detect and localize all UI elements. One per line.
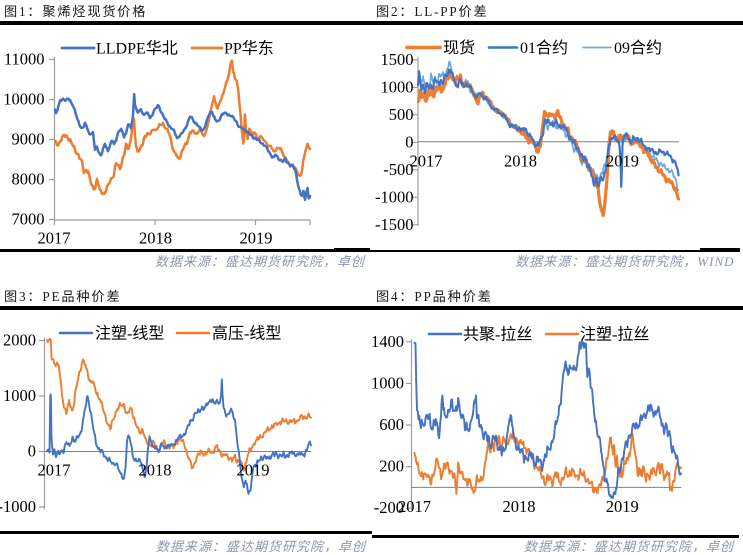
svg-text:11000: 11000 xyxy=(4,50,45,69)
svg-text:2019: 2019 xyxy=(237,461,270,480)
svg-text:7000: 7000 xyxy=(12,210,45,229)
svg-text:-1000: -1000 xyxy=(375,187,414,206)
svg-text:0: 0 xyxy=(405,132,413,151)
svg-text:600: 600 xyxy=(379,415,404,434)
svg-text:0: 0 xyxy=(28,442,36,461)
svg-text:500: 500 xyxy=(389,105,414,124)
svg-text:2017: 2017 xyxy=(38,229,71,248)
svg-text:9000: 9000 xyxy=(12,130,45,149)
svg-text:1000: 1000 xyxy=(3,386,36,405)
svg-text:1500: 1500 xyxy=(381,50,414,69)
svg-text:PP华东: PP华东 xyxy=(224,40,274,58)
svg-text:注塑-拉丝: 注塑-拉丝 xyxy=(580,326,649,344)
svg-text:2000: 2000 xyxy=(3,331,36,350)
svg-text:2018: 2018 xyxy=(503,497,536,516)
svg-text:LLDPE华北: LLDPE华北 xyxy=(96,40,178,58)
svg-text:10000: 10000 xyxy=(3,90,44,109)
svg-text:-1500: -1500 xyxy=(375,215,414,234)
svg-text:2019: 2019 xyxy=(240,229,273,248)
svg-text:1000: 1000 xyxy=(371,373,404,392)
svg-text:-200: -200 xyxy=(374,498,404,517)
svg-text:2018: 2018 xyxy=(139,229,172,248)
svg-text:200: 200 xyxy=(379,457,404,476)
svg-text:2018: 2018 xyxy=(504,152,537,171)
svg-text:09合约: 09合约 xyxy=(614,39,662,57)
svg-text:高压-线型: 高压-线型 xyxy=(212,325,281,343)
svg-text:1000: 1000 xyxy=(381,77,414,96)
svg-text:2019: 2019 xyxy=(606,152,639,171)
svg-text:共聚-拉丝: 共聚-拉丝 xyxy=(463,326,532,344)
svg-text:2017: 2017 xyxy=(410,152,443,171)
svg-text:2018: 2018 xyxy=(139,461,172,480)
svg-text:-500: -500 xyxy=(383,160,413,179)
svg-text:2017: 2017 xyxy=(398,497,431,516)
svg-text:2017: 2017 xyxy=(38,461,71,480)
svg-text:-1000: -1000 xyxy=(0,497,36,516)
svg-text:01合约: 01合约 xyxy=(520,39,568,57)
svg-text:现货: 现货 xyxy=(443,39,475,57)
svg-text:2019: 2019 xyxy=(606,497,639,516)
svg-text:注塑-线型: 注塑-线型 xyxy=(95,325,164,343)
svg-text:8000: 8000 xyxy=(12,170,45,189)
svg-text:1400: 1400 xyxy=(371,332,404,351)
